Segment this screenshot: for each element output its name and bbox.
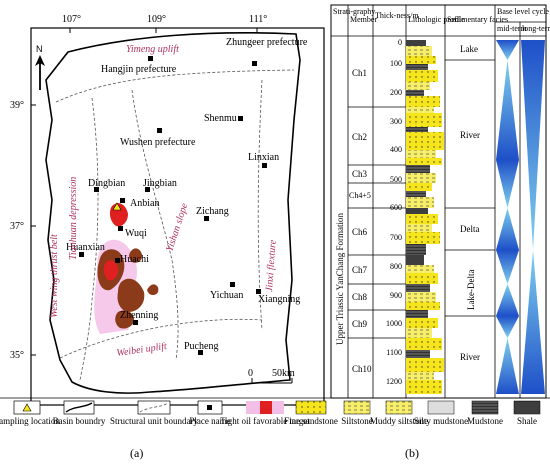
depth-tick: 1200 <box>386 377 402 386</box>
place-label: Hangjin prefecture <box>101 64 177 75</box>
lat-tick: 39° <box>10 100 24 111</box>
member-label: Ch3 <box>352 169 368 179</box>
legend-label: Tight oil favorable target <box>220 416 310 426</box>
mid-term-cycles <box>496 40 519 394</box>
basin-boundary-icon <box>65 402 93 413</box>
place-label: Anbian <box>130 198 159 209</box>
depth-tick: 900 <box>390 291 402 300</box>
facies-label: Lake <box>460 44 478 54</box>
stratigraphic-column: Strati-graphy Member Thick-ness/m Lithol… <box>330 4 550 399</box>
place-label: Zhungeer prefecture <box>226 37 308 48</box>
caption-a: (a) <box>130 446 143 460</box>
depth-tick: 300 <box>390 117 402 126</box>
place-label: Wuqi <box>125 228 147 239</box>
lat-tick: 35° <box>10 350 24 361</box>
unit-label: Yishan slope <box>164 201 190 253</box>
legend-label: Siltstone <box>341 416 373 426</box>
unit-label: Jinxi flexture <box>264 239 279 292</box>
north-label: N <box>36 44 43 54</box>
depth-tick: 200 <box>390 88 402 97</box>
place-label: Yichuan <box>210 290 243 301</box>
depth-tick: 800 <box>390 262 402 271</box>
place-name-icon <box>207 405 212 410</box>
map-frame <box>30 27 325 406</box>
scale-bar <box>251 378 293 384</box>
depth-tick: 0 <box>398 38 402 47</box>
place-label: Huanxian <box>66 242 105 253</box>
legend-label: Basin boundry <box>53 416 106 426</box>
facies-label: River <box>460 130 480 140</box>
sampling-location-icon <box>22 403 32 412</box>
depth-tick: 600 <box>390 203 402 212</box>
long-term-cycles <box>521 40 545 394</box>
place-label: Wushen prefecture <box>120 137 196 148</box>
member-label: Ch9 <box>352 319 368 329</box>
place-label: Huachi <box>120 254 149 265</box>
scale-label: 0 <box>248 368 253 379</box>
member-label: Ch10 <box>352 364 372 374</box>
depth-tick: 400 <box>390 145 402 154</box>
unit-label: Yimeng uplift <box>126 44 179 55</box>
header-litho: Lithologic profile <box>408 15 465 24</box>
legend-label: Mudstone <box>467 416 503 426</box>
unit-label: Tianhuan depression <box>68 177 79 260</box>
facies-label: Delta <box>460 224 480 234</box>
north-arrow-icon <box>35 55 45 90</box>
header-long: long-term <box>522 24 550 33</box>
tight-oil-target <box>94 202 159 334</box>
member-label: Ch6 <box>352 227 368 237</box>
legend-label: Fine sandstone <box>284 416 338 426</box>
depth-tick: 700 <box>390 233 402 242</box>
member-label: Ch4+5 <box>349 191 371 200</box>
structural-boundaries <box>55 69 295 381</box>
legend-label: Shale <box>517 416 537 426</box>
lat-tick: 37° <box>10 221 24 232</box>
header-mid: mid-term <box>497 24 528 33</box>
member-label: Ch2 <box>352 132 367 142</box>
place-label: Xiangning <box>258 294 300 305</box>
formation-label: Upper Triassic YanChang Formation <box>335 212 345 345</box>
lon-tick: 111° <box>249 14 267 25</box>
header-thickness: Thick-ness/m <box>375 11 419 20</box>
place-label: Pucheng <box>184 341 218 352</box>
basin-boundary <box>45 32 301 394</box>
legend-label: Place name <box>189 416 230 426</box>
member-label: Ch1 <box>352 68 367 78</box>
member-label: Ch7 <box>352 265 368 275</box>
place-label: Shenmu <box>204 113 237 124</box>
depth-tick: 500 <box>390 175 402 184</box>
place-label: Linxian <box>248 152 279 163</box>
legend-label: Muddy siltstone <box>370 416 428 426</box>
depth-tick: 1000 <box>386 319 402 328</box>
lon-tick: 107° <box>62 14 81 25</box>
basin-map: 107° 109° 111° 39° 37° 35° N <box>10 14 325 406</box>
place-markers <box>79 56 267 355</box>
place-label: Jingbian <box>143 178 177 189</box>
sampling-location-icon <box>112 202 122 211</box>
place-label: Dingbian <box>88 178 125 189</box>
facies-label: River <box>460 352 480 362</box>
member-label: Ch8 <box>352 292 368 302</box>
header-member: Member <box>350 15 377 24</box>
legend: Sampling location Basin boundry Structur… <box>0 397 550 426</box>
legend-label: Silty mudstone <box>414 416 468 426</box>
legend-label: Sampling location <box>0 416 60 426</box>
header-strat: Strati-graphy <box>333 7 375 16</box>
depth-tick: 100 <box>390 59 402 68</box>
scale-label: 50km <box>272 368 295 379</box>
lithologic-profile <box>406 40 444 394</box>
depth-tick: 1100 <box>386 348 402 357</box>
legend-label: Structural unit boundary <box>110 416 198 426</box>
structural-boundary-icon <box>139 402 169 413</box>
caption-b: (b) <box>405 446 419 460</box>
facies-label: Lake-Delta <box>466 270 476 310</box>
unit-label: Weibei uplift <box>116 341 168 359</box>
header-cycle: Base level cycle <box>497 7 549 16</box>
unit-label: West wing thrust belt <box>49 234 60 318</box>
place-label: Zhenning <box>120 310 158 321</box>
lon-tick: 109° <box>147 14 166 25</box>
place-label: Zichang <box>196 206 229 217</box>
header-facies: Sedimentary facies <box>447 15 508 24</box>
